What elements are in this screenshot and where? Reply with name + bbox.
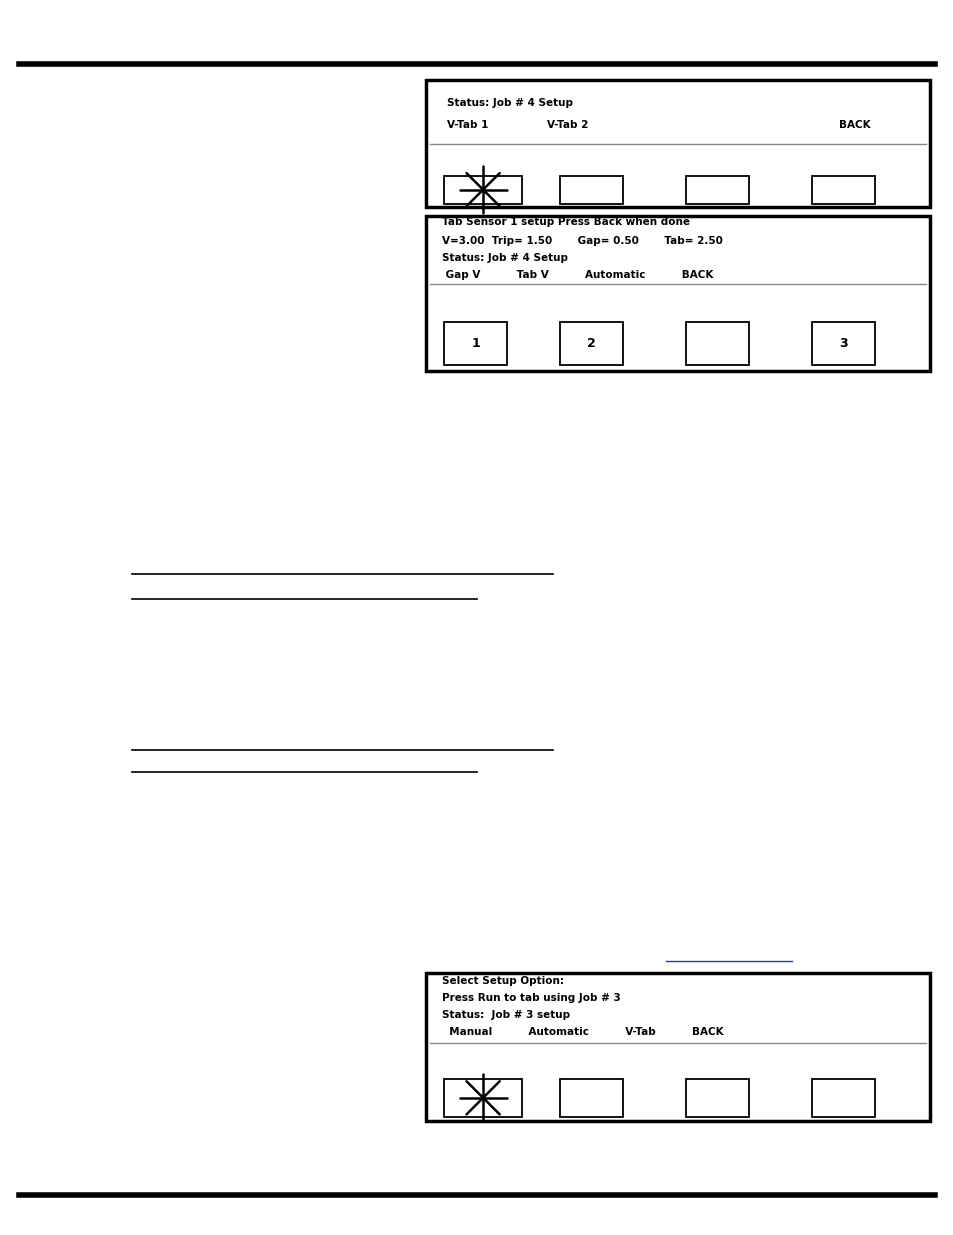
Bar [685, 175, 748, 204]
Text: Select Setup Option:: Select Setup Option: [441, 976, 563, 986]
Bar [443, 175, 521, 204]
Text: Status: Job # 4 Setup: Status: Job # 4 Setup [441, 253, 567, 263]
Text: Manual          Automatic          V-Tab          BACK: Manual Automatic V-Tab BACK [441, 1028, 722, 1037]
Bar [811, 1079, 874, 1116]
Text: V-Tab 1: V-Tab 1 [446, 120, 487, 130]
Text: Status:  Job # 3 setup: Status: Job # 3 setup [441, 1010, 569, 1020]
Bar [426, 216, 929, 370]
Text: V=3.00  Trip= 1.50       Gap= 0.50       Tab= 2.50: V=3.00 Trip= 1.50 Gap= 0.50 Tab= 2.50 [441, 236, 721, 246]
Text: Gap V          Tab V          Automatic          BACK: Gap V Tab V Automatic BACK [441, 269, 712, 280]
Text: BACK: BACK [839, 120, 870, 130]
Text: Status: Job # 4 Setup: Status: Job # 4 Setup [446, 98, 572, 109]
Bar [559, 1079, 622, 1116]
Bar [685, 1079, 748, 1116]
Bar [559, 175, 622, 204]
Text: 2: 2 [586, 337, 596, 351]
Bar [426, 973, 929, 1121]
Text: Press Run to tab using Job # 3: Press Run to tab using Job # 3 [441, 993, 619, 1003]
Bar [443, 322, 506, 366]
Bar [811, 322, 874, 366]
Bar [811, 175, 874, 204]
Text: 3: 3 [838, 337, 846, 351]
Text: 1: 1 [471, 337, 479, 351]
Bar [685, 322, 748, 366]
Text: V-Tab 2: V-Tab 2 [547, 120, 588, 130]
Text: Tab Sensor 1 setup Press Back when done: Tab Sensor 1 setup Press Back when done [441, 217, 689, 227]
Bar [443, 1079, 521, 1116]
Bar [426, 80, 929, 207]
Bar [559, 322, 622, 366]
